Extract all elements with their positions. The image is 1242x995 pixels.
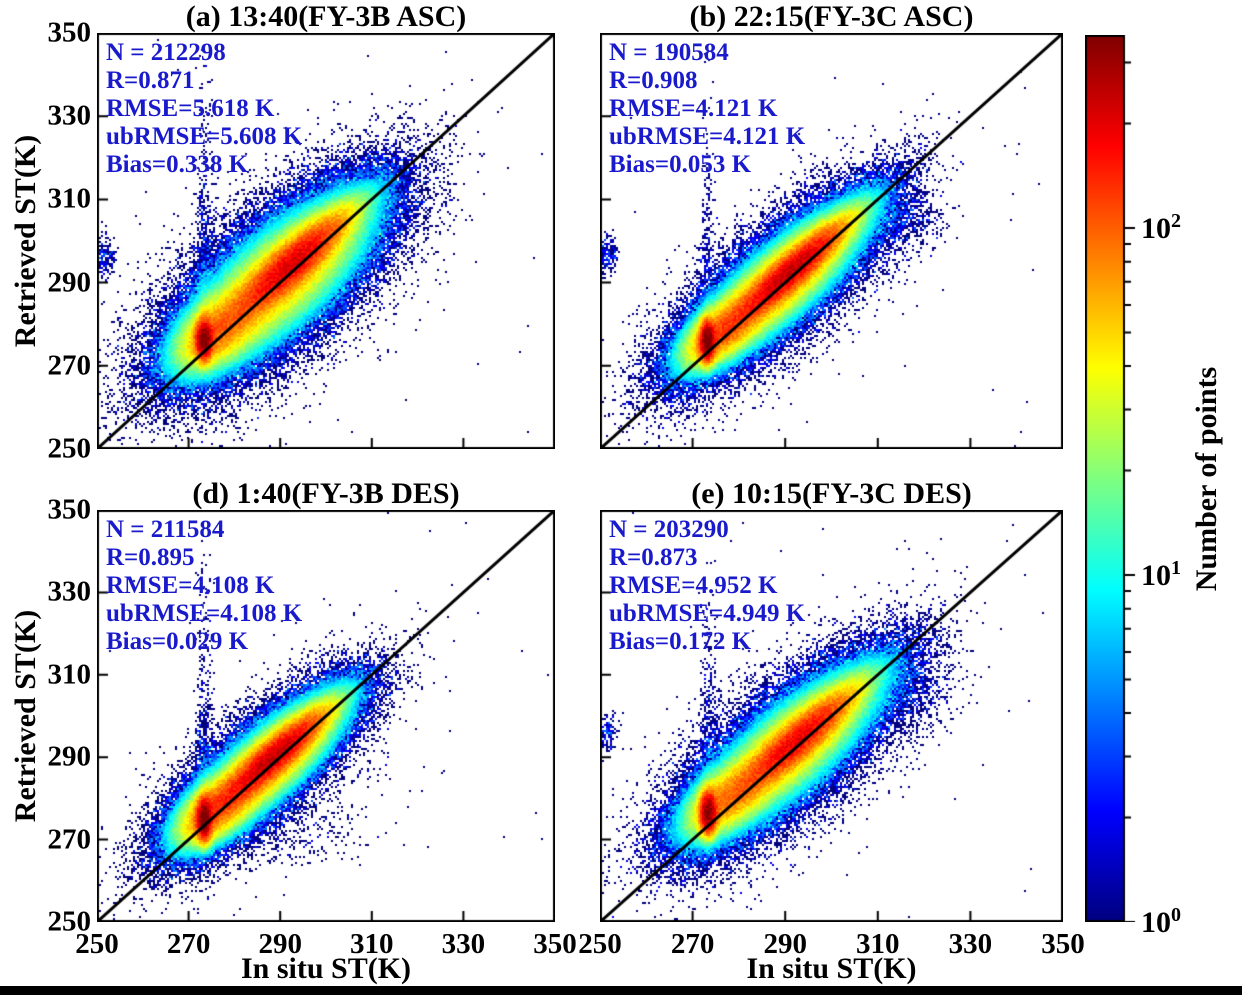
panel-a-title: (a) 13:40(FY-3B ASC) <box>185 0 467 33</box>
y-tick-label: 250 <box>47 905 92 938</box>
panel-e-title: (e) 10:15(FY-3C DES) <box>691 477 972 510</box>
colorbar-tick-label: 100 <box>1141 904 1181 939</box>
x-tick-label: 310 <box>350 928 394 960</box>
density-plot-canvas-e <box>600 510 1063 922</box>
y-tick-label: 330 <box>47 575 92 608</box>
density-plot-canvas-a <box>97 33 555 449</box>
y-tick-label: 290 <box>47 266 92 299</box>
x-axis-label-left-panel: In situ ST(K) <box>240 952 412 985</box>
y-tick-label: 310 <box>47 182 92 215</box>
x-tick-label: 270 <box>670 928 715 960</box>
density-plot-canvas-b <box>600 33 1063 449</box>
x-tick-label: 290 <box>763 928 807 960</box>
colorbar-label: Number of points <box>1190 366 1223 591</box>
y-tick-label: 250 <box>47 432 92 465</box>
x-tick-label: 290 <box>258 928 302 960</box>
colorbar-tick-label: 101 <box>1141 557 1181 592</box>
x-tick-label: 330 <box>441 928 486 960</box>
panel-d-title: (d) 1:40(FY-3B DES) <box>192 477 460 510</box>
panel-b-title: (b) 22:15(FY-3C ASC) <box>689 0 974 33</box>
x-axis-label-right-panel: In situ ST(K) <box>746 952 917 985</box>
y-axis-label-top-row: Retrieved ST(K) <box>9 134 42 348</box>
colorbar-canvas <box>1085 35 1139 922</box>
y-tick-label: 310 <box>47 658 92 691</box>
y-axis-label-bottom-row: Retrieved ST(K) <box>9 609 42 823</box>
x-tick-label: 250 <box>578 928 622 960</box>
y-tick-label: 270 <box>47 349 92 382</box>
x-tick-label: 350 <box>533 928 577 960</box>
density-plot-canvas-d <box>97 510 555 922</box>
y-tick-label: 350 <box>47 16 92 49</box>
y-tick-label: 270 <box>47 823 92 856</box>
bottom-rule <box>0 986 1242 995</box>
x-tick-label: 330 <box>948 928 993 960</box>
x-tick-label: 310 <box>856 928 900 960</box>
y-tick-label: 290 <box>47 740 92 773</box>
x-tick-label: 270 <box>166 928 211 960</box>
y-tick-label: 350 <box>47 493 92 526</box>
x-tick-label: 250 <box>75 928 119 960</box>
y-tick-label: 330 <box>47 99 92 132</box>
colorbar-tick-label: 102 <box>1141 210 1181 246</box>
x-tick-label: 350 <box>1041 928 1085 960</box>
